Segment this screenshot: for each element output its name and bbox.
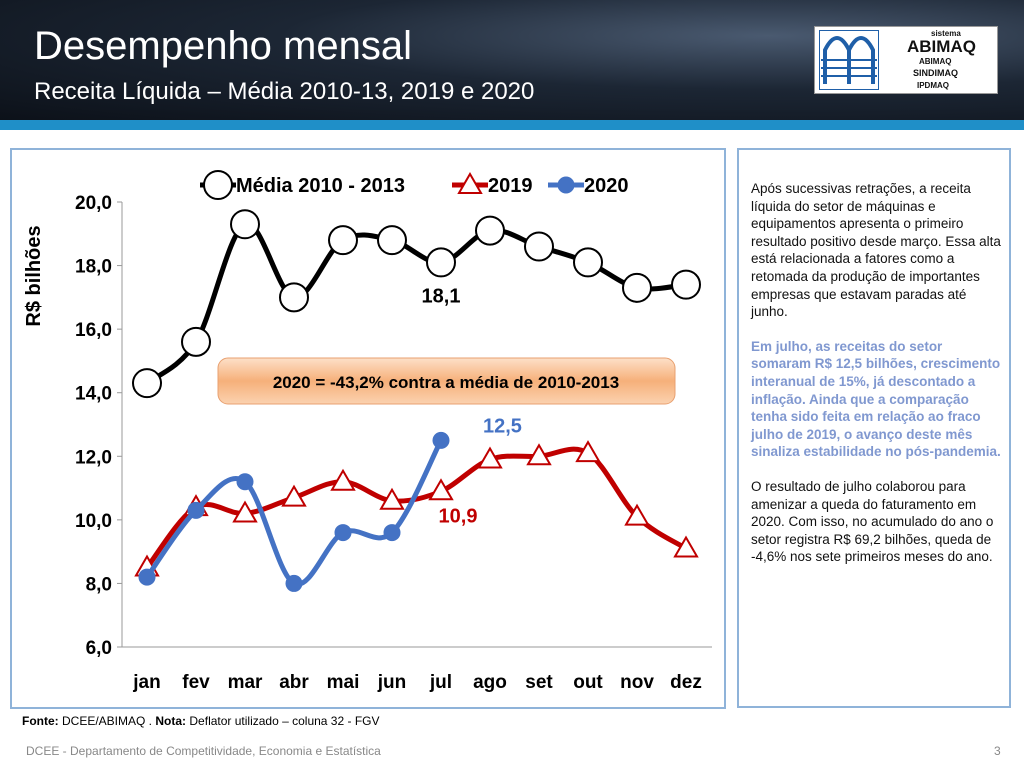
marker — [236, 473, 254, 491]
legend-label: Média 2010 - 2013 — [236, 175, 405, 197]
logo: sistema ABIMAQ ABIMAQ SINDIMAQ IPDMAQ — [814, 26, 998, 94]
data-label: 12,5 — [483, 415, 522, 437]
title: Desempenho mensal — [34, 24, 412, 68]
y-tick-label: 12,0 — [75, 447, 112, 468]
logo-text: ABIMAQ — [907, 37, 976, 56]
marker — [671, 269, 701, 300]
note-text: Deflator utilizado – coluna 32 - FGV — [189, 714, 380, 728]
y-tick-label: 10,0 — [75, 511, 112, 532]
marker — [524, 231, 554, 262]
marker — [328, 225, 358, 256]
source-label: Fonte: — [22, 714, 59, 728]
marker — [477, 446, 503, 469]
logo-text: sistema — [931, 29, 961, 38]
y-tick-label: 6,0 — [86, 638, 112, 659]
marker — [622, 272, 652, 303]
x-tick-label: nov — [620, 672, 654, 693]
data-label: 18,1 — [422, 285, 461, 307]
y-tick-label: 14,0 — [75, 384, 112, 405]
marker — [285, 574, 303, 592]
marker — [573, 247, 603, 278]
marker — [334, 524, 352, 542]
x-tick-label: abr — [279, 672, 309, 693]
legend-label: 2019 — [488, 175, 533, 197]
marker — [281, 484, 307, 507]
marker — [428, 478, 454, 501]
legend-label: 2020 — [584, 175, 629, 197]
x-tick-label: out — [573, 672, 603, 693]
marker — [457, 172, 483, 194]
note-label: Nota: — [155, 714, 187, 728]
logo-mark — [819, 30, 879, 90]
marker — [330, 468, 356, 491]
marker — [232, 500, 258, 523]
marker — [379, 487, 405, 510]
paragraph: O resultado de julho colaborou para amen… — [751, 478, 994, 565]
logo-text: ABIMAQ — [919, 57, 952, 66]
marker — [432, 431, 450, 449]
marker — [138, 568, 156, 586]
x-tick-label: mar — [228, 672, 263, 693]
x-tick-label: jan — [132, 672, 160, 693]
marker — [426, 247, 456, 278]
x-tick-label: set — [525, 672, 553, 693]
marker — [526, 443, 552, 466]
data-label: 10,9 — [439, 505, 478, 527]
marker — [673, 535, 699, 558]
marker — [377, 225, 407, 256]
x-tick-label: ago — [473, 672, 507, 693]
header-bar — [0, 120, 1024, 130]
marker — [230, 209, 260, 240]
y-tick-label: 16,0 — [75, 320, 112, 341]
x-tick-label: mai — [327, 672, 360, 693]
source: Fonte: DCEE/ABIMAQ . Nota: Deflator util… — [22, 714, 380, 728]
annotation: 2020 = -43,2% contra a média de 2010-201… — [273, 373, 619, 392]
y-tick-label: 18,0 — [75, 257, 112, 278]
y-axis-label: R$ bilhões — [23, 225, 45, 326]
marker — [132, 368, 162, 399]
x-tick-label: jul — [429, 672, 452, 693]
marker — [383, 524, 401, 542]
marker — [475, 215, 505, 246]
highlight-paragraph: Em julho, as receitas do setor somaram R… — [751, 338, 1001, 460]
commentary-box: Após sucessivas retrações, a receita líq… — [737, 148, 1011, 708]
x-tick-label: fev — [182, 672, 210, 693]
subtitle: Receita Líquida – Média 2010-13, 2019 e … — [34, 78, 535, 105]
logo-text: IPDMAQ — [917, 81, 949, 90]
paragraph: Após sucessivas retrações, a receita líq… — [751, 181, 1001, 320]
y-tick-label: 20,0 — [75, 193, 112, 214]
chart-frame — [10, 148, 726, 709]
logo-text: SINDIMAQ — [913, 68, 958, 78]
marker — [624, 503, 650, 526]
marker — [187, 501, 205, 519]
marker — [181, 326, 211, 357]
x-tick-label: dez — [670, 672, 702, 693]
marker — [203, 170, 233, 200]
marker — [575, 440, 601, 463]
x-tick-label: jun — [377, 672, 407, 693]
marker — [557, 176, 575, 194]
annotation-box — [217, 357, 676, 405]
source-text: DCEE/ABIMAQ . — [62, 714, 153, 728]
footer: DCEE - Departamento de Competitividade, … — [26, 744, 381, 758]
marker — [279, 282, 309, 313]
page-number: 3 — [994, 744, 1001, 758]
y-tick-label: 8,0 — [86, 574, 112, 595]
